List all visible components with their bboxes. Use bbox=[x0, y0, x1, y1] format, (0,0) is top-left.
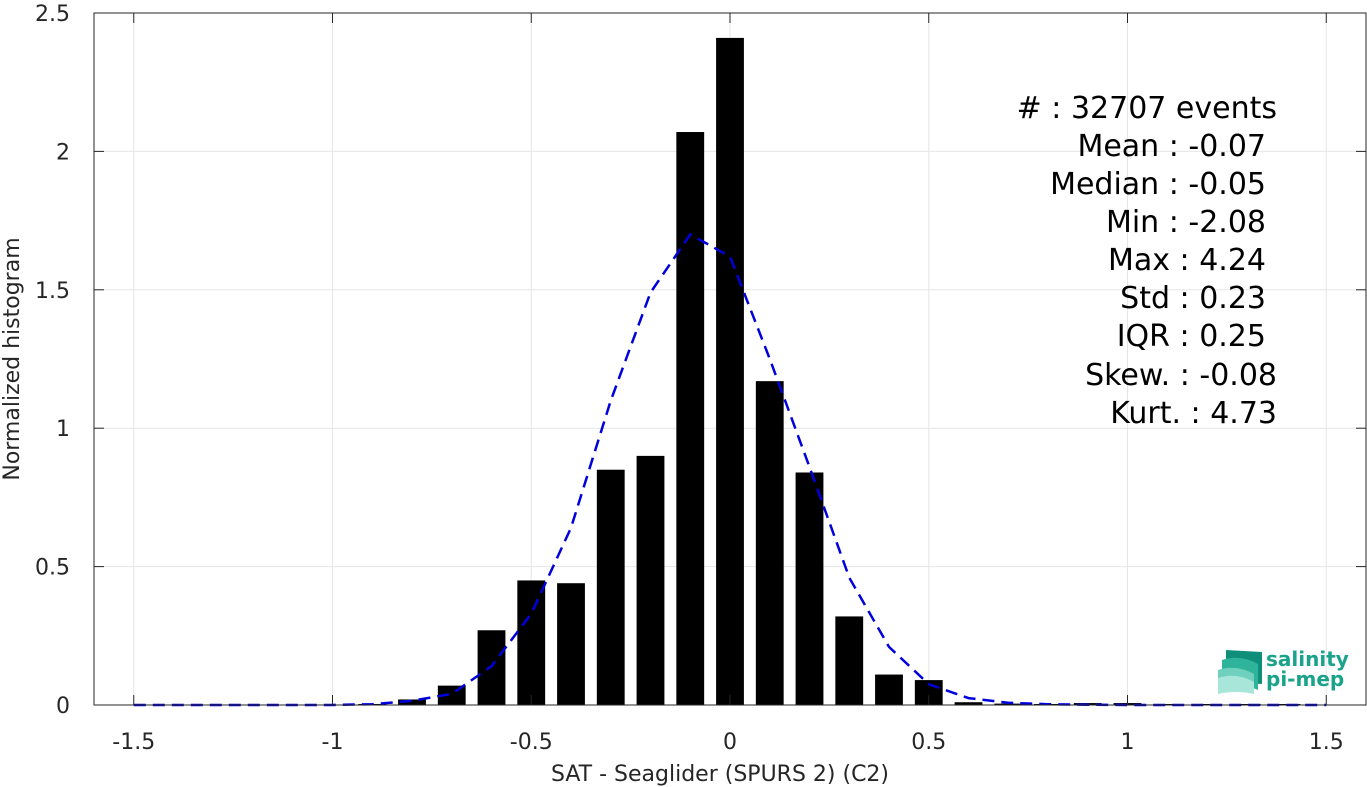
stat-median: Median : -0.05 bbox=[1050, 167, 1266, 202]
histogram-bar bbox=[875, 674, 903, 705]
stat-skew: Skew. : -0.08 bbox=[1085, 358, 1277, 393]
histogram-bar bbox=[716, 37, 744, 706]
histogram-bar bbox=[676, 132, 705, 706]
x-tick-labels: -1.5 -1 -0.5 0 0.5 1 1.5 bbox=[112, 730, 1343, 755]
y-tick-label: 2 bbox=[56, 140, 70, 165]
x-tick-label: 1 bbox=[1121, 730, 1135, 755]
x-tick-label: 0 bbox=[723, 730, 737, 755]
histogram-bar bbox=[636, 455, 665, 705]
stat-std: Std : 0.23 bbox=[1120, 281, 1266, 316]
x-tick-label: -1 bbox=[322, 730, 344, 755]
y-tick-labels: 0 0.5 1 1.5 2 2.5 bbox=[35, 2, 70, 719]
stat-count: # : 32707 events bbox=[1017, 91, 1277, 126]
x-tick-label: 1.5 bbox=[1309, 730, 1344, 755]
histogram-bars bbox=[358, 37, 1301, 706]
salinity-pi-mep-logo: salinity pi-mep bbox=[1218, 647, 1349, 694]
histogram-bar bbox=[398, 699, 426, 705]
axis-ticks bbox=[94, 12, 1366, 706]
x-tick-label: 0.5 bbox=[911, 730, 946, 755]
x-tick-label: -0.5 bbox=[510, 730, 553, 755]
y-tick-label: 1 bbox=[56, 417, 70, 442]
logo-text-pi-mep: pi-mep bbox=[1266, 667, 1344, 691]
logo-wave-icon bbox=[1218, 650, 1262, 694]
histogram-bar bbox=[954, 702, 983, 705]
stat-max: Max : 4.24 bbox=[1108, 243, 1266, 278]
y-tick-label: 0 bbox=[56, 694, 70, 719]
histogram-bar bbox=[596, 469, 625, 705]
logo-text-salinity: salinity bbox=[1266, 647, 1349, 671]
stat-kurt: Kurt. : 4.73 bbox=[1110, 396, 1277, 431]
y-axis-label: Normalized histogram bbox=[0, 237, 25, 480]
stats-box: # : 32707 events Mean : -0.07 Median : -… bbox=[1017, 91, 1277, 431]
x-axis-label: SAT - Seaglider (SPURS 2) (C2) bbox=[551, 762, 889, 787]
histogram-bar bbox=[517, 580, 546, 705]
histogram-bar bbox=[994, 703, 1023, 705]
stat-iqr: IQR : 0.25 bbox=[1117, 319, 1266, 354]
histogram-bar bbox=[835, 616, 864, 705]
y-tick-label: 2.5 bbox=[35, 2, 70, 27]
x-tick-label: -1.5 bbox=[112, 730, 155, 755]
histogram-bar bbox=[755, 381, 784, 705]
histogram-bar bbox=[795, 472, 824, 705]
y-tick-label: 0.5 bbox=[35, 556, 70, 581]
stat-mean: Mean : -0.07 bbox=[1077, 129, 1266, 164]
y-tick-label: 1.5 bbox=[35, 279, 70, 304]
histogram-bar bbox=[557, 583, 585, 705]
stat-min: Min : -2.08 bbox=[1106, 205, 1266, 240]
